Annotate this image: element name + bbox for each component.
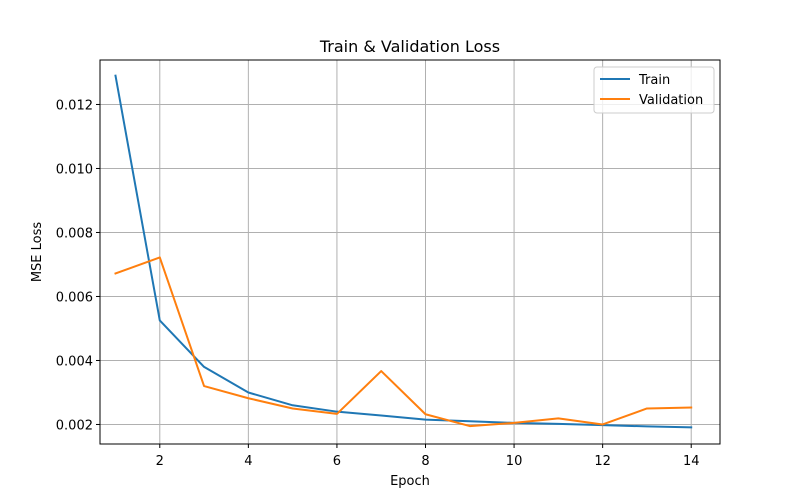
x-tick-label: 10 <box>506 454 523 469</box>
x-tick-label: 8 <box>421 454 429 469</box>
y-tick-label: 0.012 <box>56 98 93 113</box>
x-tick-label: 2 <box>156 454 164 469</box>
chart-title: Train & Validation Loss <box>319 37 500 56</box>
plot-frame <box>99 59 721 445</box>
legend-validation-label: Validation <box>639 93 703 108</box>
x-tick-label: 14 <box>683 454 700 469</box>
y-tick-label: 0.010 <box>56 162 93 177</box>
legend-train-label: Train <box>638 73 670 88</box>
y-tick-label: 0.008 <box>56 226 93 241</box>
legend: Train Validation <box>593 66 715 114</box>
x-axis-label: Epoch <box>390 474 430 489</box>
grid-layer <box>100 60 720 444</box>
x-tick-label: 12 <box>594 454 611 469</box>
y-axis-label: MSE Loss <box>30 222 45 283</box>
x-tick-label: 6 <box>333 454 341 469</box>
tick-layer: 2 4 6 8 10 12 14 0.002 0.004 0.006 0.008 0.010 0.012 <box>56 98 700 469</box>
y-tick-label: 0.006 <box>56 290 93 305</box>
y-tick-label: 0.004 <box>56 354 93 369</box>
x-tick-label: 4 <box>244 454 252 469</box>
validation-series-line <box>114 256 693 428</box>
y-tick-label: 0.002 <box>56 418 93 433</box>
series-layer <box>114 74 693 429</box>
train-series-line <box>114 74 693 429</box>
